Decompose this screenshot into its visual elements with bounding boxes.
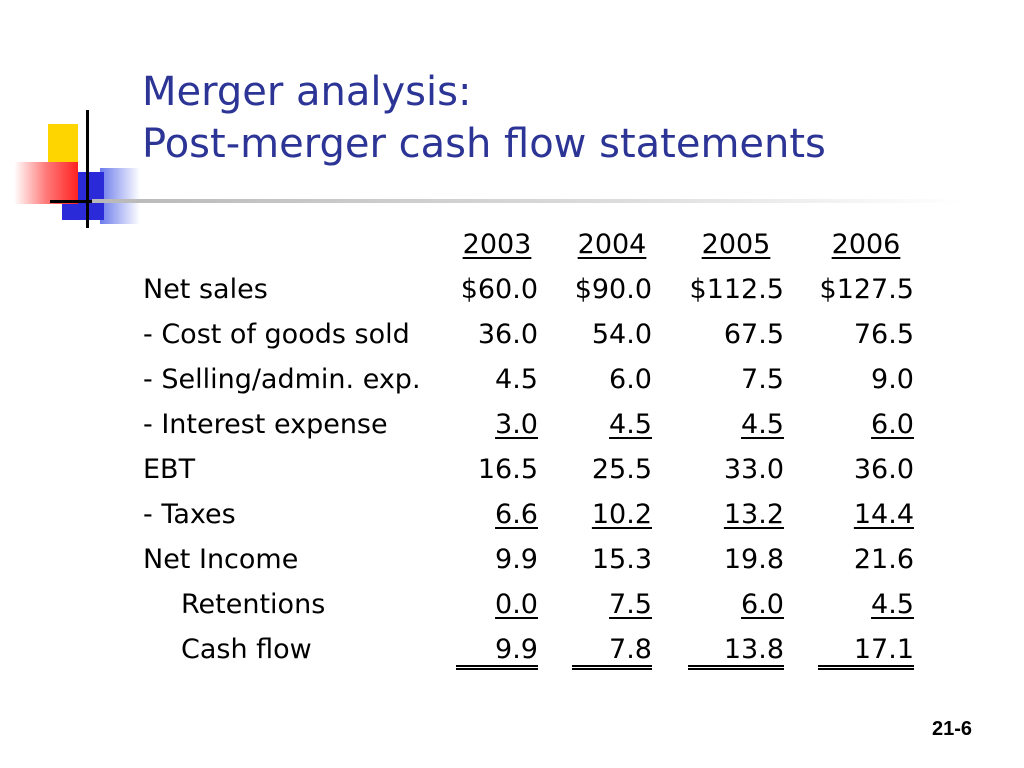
- title-line-2: Post-merger cash flow statements: [142, 121, 826, 167]
- year-header: 2006: [818, 229, 914, 260]
- table-cell: 7.8: [572, 634, 652, 670]
- table-header-row: 2003 2004 2005 2006: [0, 229, 1024, 269]
- year-label: 2006: [831, 229, 901, 260]
- year-label: 2003: [462, 229, 532, 260]
- title-line-1: Merger analysis:: [142, 69, 472, 115]
- slide-title: Merger analysis: Post-merger cash flow s…: [142, 66, 826, 170]
- table-cell: $127.5: [819, 274, 914, 305]
- table-cell: 7.5: [609, 589, 652, 620]
- table-cell: $112.5: [689, 274, 784, 305]
- table-cell: 13.2: [723, 499, 784, 530]
- table-cell: 9.9: [495, 544, 538, 575]
- row-label: Net Income: [143, 544, 299, 575]
- table-cell: 15.3: [591, 544, 652, 575]
- table-row: Cash flow 9.9 7.8 13.8 17.1: [0, 634, 1024, 682]
- table-cell: 33.0: [723, 454, 784, 485]
- table-cell: 36.0: [477, 319, 538, 350]
- table-row: EBT 16.5 25.5 33.0 36.0: [0, 454, 1024, 494]
- table-row: Net Income 9.9 15.3 19.8 21.6: [0, 544, 1024, 584]
- table-row: Retentions 0.0 7.5 6.0 4.5: [0, 589, 1024, 629]
- table-cell: 21.6: [853, 544, 914, 575]
- row-label: - Interest expense: [143, 409, 388, 440]
- logo-blue-glow: [100, 168, 140, 224]
- table-cell: 16.5: [477, 454, 538, 485]
- table-cell: 54.0: [591, 319, 652, 350]
- row-label: Cash flow: [181, 634, 312, 665]
- table-cell: 4.5: [609, 409, 652, 440]
- table-row: - Taxes 6.6 10.2 13.2 14.4: [0, 499, 1024, 539]
- table-cell: 36.0: [853, 454, 914, 485]
- row-label: Net sales: [143, 274, 268, 305]
- table-cell: 0.0: [495, 589, 538, 620]
- table-cell: 6.0: [741, 589, 784, 620]
- table-cell: 9.9: [456, 634, 538, 670]
- title-rule: [92, 199, 962, 203]
- row-label: - Selling/admin. exp.: [143, 364, 421, 395]
- row-label: EBT: [143, 454, 196, 485]
- year-header: 2004: [572, 229, 652, 260]
- logo-graphic: [0, 0, 150, 240]
- year-header: 2005: [688, 229, 784, 260]
- year-label: 2004: [577, 229, 647, 260]
- table-cell: 6.0: [871, 409, 914, 440]
- table-cell: $90.0: [574, 274, 652, 305]
- table-cell: 76.5: [853, 319, 914, 350]
- row-label: - Taxes: [143, 499, 236, 530]
- table-cell: 6.6: [495, 499, 538, 530]
- table-cell: 13.8: [688, 634, 784, 670]
- table-cell: 4.5: [871, 589, 914, 620]
- year-header: 2003: [456, 229, 538, 260]
- table-row: - Interest expense 3.0 4.5 4.5 6.0: [0, 409, 1024, 449]
- table-cell: 14.4: [853, 499, 914, 530]
- table-cell: 25.5: [591, 454, 652, 485]
- logo-vertical-line: [86, 110, 89, 228]
- table-cell: 6.0: [609, 364, 652, 395]
- table-cell: 3.0: [495, 409, 538, 440]
- table-cell: 10.2: [591, 499, 652, 530]
- table-cell: 17.1: [818, 634, 914, 670]
- slide-number: 21-6: [931, 718, 972, 740]
- table-row: Net sales $60.0 $90.0 $112.5 $127.5: [0, 274, 1024, 314]
- table-cell: 19.8: [723, 544, 784, 575]
- logo-red-square: [14, 162, 78, 204]
- table-cell: 7.5: [741, 364, 784, 395]
- table-cell: 4.5: [741, 409, 784, 440]
- table-cell: $60.0: [460, 274, 538, 305]
- table-row: - Selling/admin. exp. 4.5 6.0 7.5 9.0: [0, 364, 1024, 404]
- table-cell: 4.5: [495, 364, 538, 395]
- table-cell: 9.0: [871, 364, 914, 395]
- table-row: - Cost of goods sold 36.0 54.0 67.5 76.5: [0, 319, 1024, 359]
- row-label: - Cost of goods sold: [143, 319, 410, 350]
- year-label: 2005: [701, 229, 771, 260]
- row-label: Retentions: [181, 589, 326, 620]
- table-cell: 67.5: [723, 319, 784, 350]
